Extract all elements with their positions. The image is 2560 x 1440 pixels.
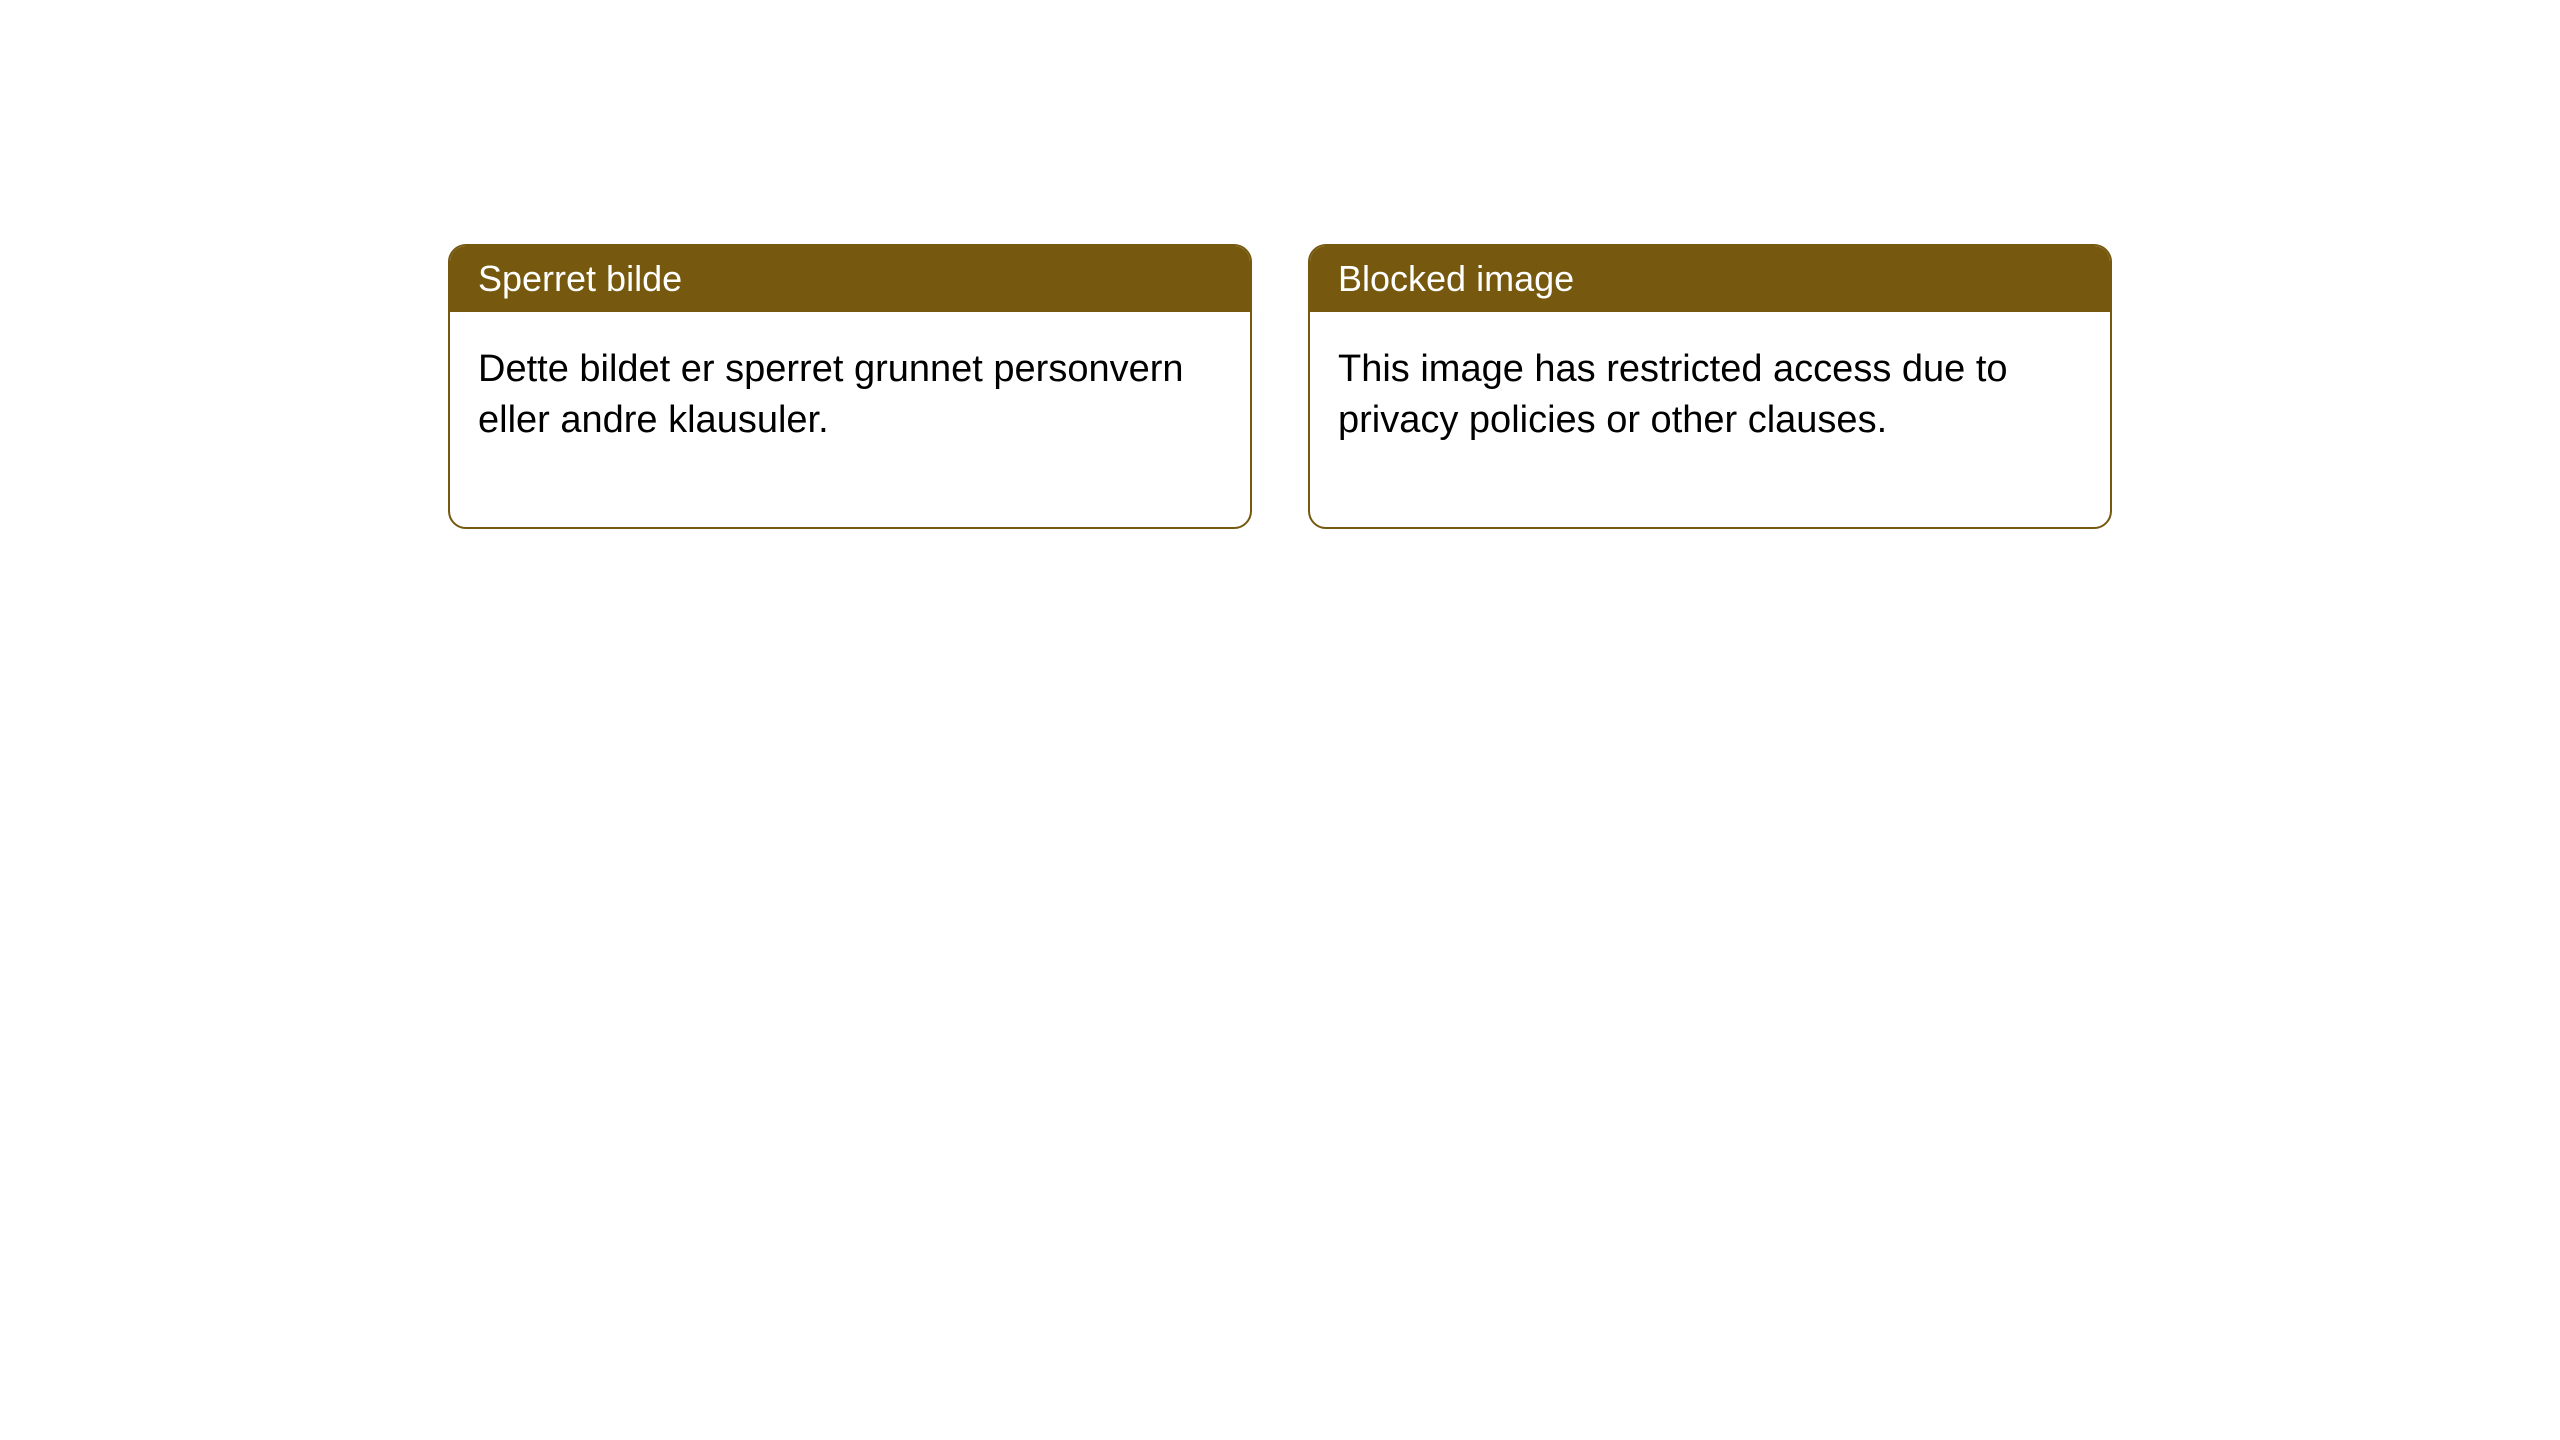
notice-card-english: Blocked image This image has restricted … — [1308, 244, 2112, 529]
notice-card-norwegian: Sperret bilde Dette bildet er sperret gr… — [448, 244, 1252, 529]
notice-container: Sperret bilde Dette bildet er sperret gr… — [0, 0, 2560, 529]
notice-body-english: This image has restricted access due to … — [1310, 312, 2110, 527]
notice-title-english: Blocked image — [1310, 246, 2110, 312]
notice-title-norwegian: Sperret bilde — [450, 246, 1250, 312]
notice-body-norwegian: Dette bildet er sperret grunnet personve… — [450, 312, 1250, 527]
